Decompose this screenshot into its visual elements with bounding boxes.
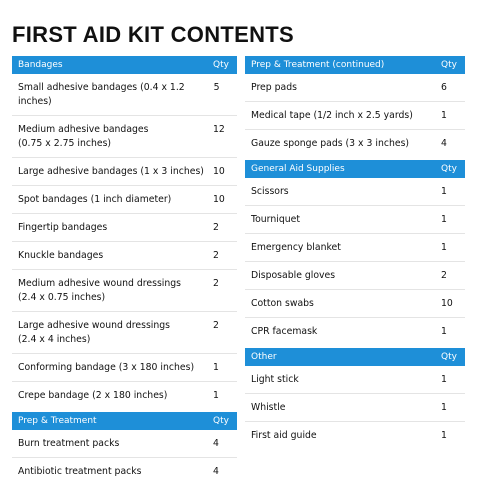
item-name: Prep pads <box>251 81 297 93</box>
item-qty: 1 <box>441 325 447 337</box>
item-name: Spot bandages (1 inch diameter) <box>18 193 172 205</box>
section: Prep & Treatment Qty Burn treatment packs 4… <box>12 412 237 480</box>
item-row: Cotton swabs 10 <box>245 290 465 318</box>
section-title: Prep & Treatment (continued) <box>251 60 385 70</box>
section: Bandages Qty Small adhesive bandages (0.4 … <box>12 56 237 409</box>
item-qty: 10 <box>441 297 453 309</box>
item-name: Disposable gloves <box>251 269 336 281</box>
item-name: Gauze sponge pads (3 x 3 inches) <box>251 137 410 149</box>
item-row: Whistle 1 <box>245 394 465 422</box>
section-header: Prep & Treatment (continued) Qty <box>245 56 465 74</box>
qty-header: Qty <box>213 60 229 70</box>
item-name: Knuckle bandages <box>18 249 104 261</box>
item-qty: 4 <box>213 465 219 477</box>
item-row: Small adhesive bandages (0.4 x 1.2 inche… <box>12 74 237 116</box>
item-qty: 10 <box>213 193 225 205</box>
section: Other Qty Light stick 1 Whistle 1 First aid gu… <box>245 348 465 449</box>
item-row: Conforming bandage (3 x 180 inches) 1 <box>12 354 237 382</box>
item-row: Medical tape (1/2 inch x 2.5 yards) 1 <box>245 102 465 130</box>
item-qty: 12 <box>213 123 225 135</box>
section-title: Other <box>251 352 277 362</box>
item-qty: 1 <box>441 401 447 413</box>
section: General Aid Supplies Qty Scissors 1 Tourniqu… <box>245 160 465 345</box>
item-name: Antibiotic treatment packs <box>18 465 142 477</box>
item-qty: 1 <box>441 109 447 121</box>
item-name: Whistle <box>251 401 286 413</box>
qty-header: Qty <box>441 164 457 174</box>
item-name: Medical tape (1/2 inch x 2.5 yards) <box>251 109 413 121</box>
item-name: First aid guide <box>251 429 317 441</box>
item-name: Emergency blanket <box>251 241 341 253</box>
item-qty: 1 <box>441 213 447 225</box>
item-row: Knuckle bandages 2 <box>12 242 237 270</box>
section-header: General Aid Supplies Qty <box>245 160 465 178</box>
item-qty: 1 <box>441 185 447 197</box>
item-row: Burn treatment packs 4 <box>12 430 237 458</box>
item-qty: 2 <box>213 277 219 289</box>
section-title: Prep & Treatment <box>18 416 97 426</box>
qty-header: Qty <box>441 60 457 70</box>
item-row: Medium adhesive bandages (0.75 x 2.75 in… <box>12 116 237 158</box>
item-qty: 2 <box>213 319 219 331</box>
item-row: Light stick 1 <box>245 366 465 394</box>
left-column: Bandages Qty Small adhesive bandages (0.4 … <box>12 56 237 480</box>
item-row: Prep pads 6 <box>245 74 465 102</box>
item-name: Burn treatment packs <box>18 437 120 449</box>
item-qty: 2 <box>213 249 219 261</box>
item-qty: 1 <box>213 361 219 373</box>
item-qty: 1 <box>441 373 447 385</box>
item-qty: 6 <box>441 81 447 93</box>
item-name: Cotton swabs <box>251 297 314 309</box>
section-title: Bandages <box>18 60 63 70</box>
item-row: Antibiotic treatment packs 4 <box>12 458 237 480</box>
item-qty: 1 <box>441 429 447 441</box>
item-qty: 1 <box>213 389 219 401</box>
item-qty: 2 <box>441 269 447 281</box>
item-name: CPR facemask <box>251 325 318 337</box>
item-name: Light stick <box>251 373 299 385</box>
item-qty: 2 <box>213 221 219 233</box>
item-name: Crepe bandage (2 x 180 inches) <box>18 389 168 401</box>
qty-header: Qty <box>213 416 229 426</box>
item-row: CPR facemask 1 <box>245 318 465 345</box>
item-name: Large adhesive bandages (1 x 3 inches) <box>18 165 204 177</box>
item-row: Emergency blanket 1 <box>245 234 465 262</box>
item-row: Crepe bandage (2 x 180 inches) 1 <box>12 382 237 409</box>
item-row: Medium adhesive wound dressings (2.4 x 0… <box>12 270 237 312</box>
item-row: Disposable gloves 2 <box>245 262 465 290</box>
item-name: Fingertip bandages <box>18 221 108 233</box>
item-qty: 10 <box>213 165 225 177</box>
item-qty: 4 <box>213 437 219 449</box>
item-row: Spot bandages (1 inch diameter) 10 <box>12 186 237 214</box>
item-qty: 4 <box>441 137 447 149</box>
item-qty: 5 <box>213 81 220 93</box>
item-row: Large adhesive wound dressings (2.4 x 4 … <box>12 312 237 354</box>
section-header: Prep & Treatment Qty <box>12 412 237 430</box>
item-name: Small adhesive bandages (0.4 x 1.2 inche… <box>18 81 185 107</box>
item-row: Gauze sponge pads (3 x 3 inches) 4 <box>245 130 465 157</box>
item-name: Medium adhesive wound dressings (2.4 x 0… <box>18 277 182 303</box>
item-qty: 1 <box>441 241 447 253</box>
item-row: Large adhesive bandages (1 x 3 inches) 10 <box>12 158 237 186</box>
item-row: Fingertip bandages 2 <box>12 214 237 242</box>
right-column: Prep & Treatment (continued) Qty Prep pads… <box>245 56 465 449</box>
item-name: Scissors <box>251 185 289 197</box>
qty-header: Qty <box>441 352 457 362</box>
page-title: FIRST AID KIT CONTENTS <box>12 22 294 47</box>
section-header: Other Qty <box>245 348 465 366</box>
item-name: Conforming bandage (3 x 180 inches) <box>18 361 195 373</box>
item-row: Tourniquet 1 <box>245 206 465 234</box>
section-header: Bandages Qty <box>12 56 237 74</box>
item-row: Scissors 1 <box>245 178 465 206</box>
section: Prep & Treatment (continued) Qty Prep pads… <box>245 56 465 157</box>
item-name: Tourniquet <box>251 213 300 225</box>
item-name: Medium adhesive bandages (0.75 x 2.75 in… <box>18 123 149 149</box>
section-title: General Aid Supplies <box>251 164 345 174</box>
item-name: Large adhesive wound dressings (2.4 x 4 … <box>18 319 171 345</box>
item-row: First aid guide 1 <box>245 422 465 449</box>
